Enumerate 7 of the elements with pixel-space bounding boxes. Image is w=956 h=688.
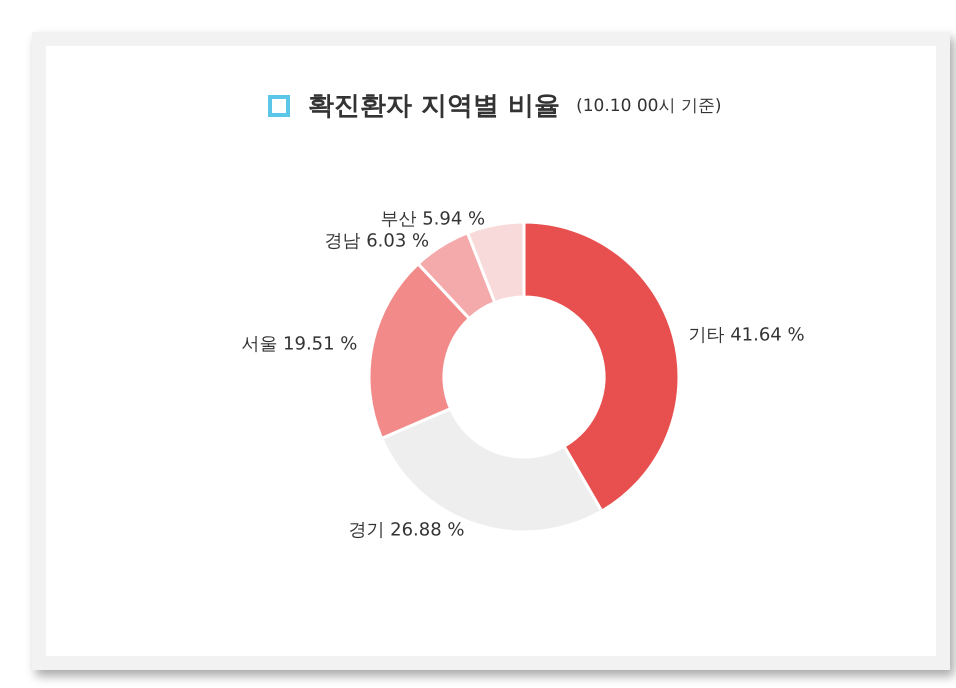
slice-label: 기타 41.64 % <box>688 324 805 346</box>
slice-label: 서울 19.51 % <box>241 334 358 355</box>
slice-label: 경기 26.88 % <box>348 519 464 540</box>
slice-label: 경남 6.03 % <box>324 230 430 252</box>
slice-label: 부산 5.94 % <box>380 208 486 230</box>
chart-title: 확진환자 지역별 비율 <box>308 90 560 123</box>
chart-subtitle: (10.10 00시 기준) <box>576 95 722 117</box>
